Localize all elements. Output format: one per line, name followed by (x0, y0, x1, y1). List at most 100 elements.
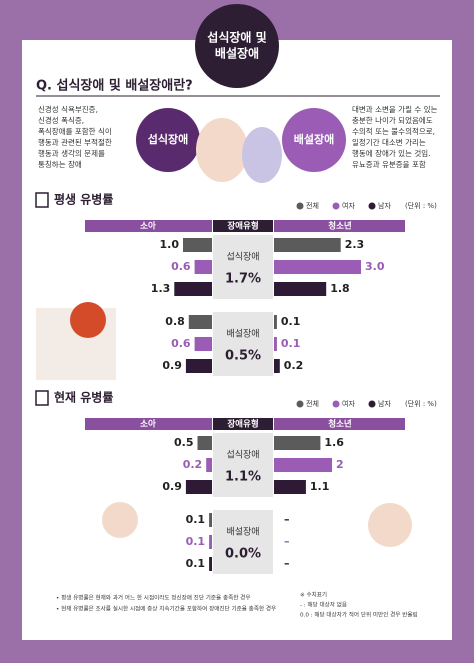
value-label: 2 (336, 458, 344, 471)
type-name: 섭식장애 (226, 450, 259, 461)
legend-swatch (368, 202, 376, 210)
bar (209, 557, 212, 571)
footnote: • 현재 유병률은 조사를 실시한 시점에 증상 지속기간을 포함하여 장애진단… (56, 605, 276, 613)
legend-unit: (단위 : %) (405, 399, 437, 408)
value-label: 0.1 (281, 315, 301, 328)
bar (274, 480, 306, 494)
section-icon (35, 390, 49, 406)
value-label: 0.6 (171, 337, 191, 350)
value-label: 2.3 (345, 238, 365, 251)
bar (183, 238, 212, 252)
badge (195, 4, 279, 88)
header-label: 청소년 (328, 221, 352, 232)
bar (209, 513, 212, 527)
footnote: • 평생 유병률은 현재와 과거 어느 한 시점이라도 정신장애 진단 기준을 … (56, 594, 250, 602)
eating-text: 행동과 관련된 부적절한 (38, 137, 112, 147)
value-label: 1.6 (324, 436, 344, 449)
section-title: 현재 유병률 (54, 390, 113, 405)
bar (185, 480, 212, 494)
value-label: – (284, 513, 290, 526)
header-teen (274, 220, 405, 232)
badge-line: 배설장애 (215, 46, 259, 61)
legend-label: 남자 (378, 201, 391, 210)
legend-swatch (332, 202, 340, 210)
bar (194, 260, 212, 274)
type-name: 섭식장애 (226, 252, 259, 263)
eating-text: 통칭하는 장애 (38, 159, 82, 169)
excretion-text: 수의적 또는 불수의적으로, (352, 126, 435, 136)
legend-note: - : 해당 대상자 없음 (300, 601, 347, 609)
value-label: 0.2 (183, 458, 203, 471)
legend-swatch (332, 400, 340, 408)
value-label: 0.2 (284, 359, 304, 372)
bar (274, 359, 280, 373)
value-label: 1.8 (330, 282, 350, 295)
type-total: 0.5% (225, 349, 261, 364)
header-child (85, 220, 212, 232)
eating-text: 행동과 생각의 문제를 (38, 148, 105, 158)
badge-line: 섭식장애 및 (207, 30, 266, 45)
value-label: – (284, 535, 290, 548)
header-teen (274, 418, 405, 430)
excretion-label: 배설장애 (294, 132, 334, 146)
bar (274, 315, 277, 329)
illustration (196, 118, 248, 182)
legend-label: 남자 (378, 399, 391, 408)
illustration (102, 502, 138, 538)
bar (209, 535, 212, 549)
eating-circle (136, 108, 200, 172)
type-total: 0.0% (225, 547, 261, 562)
legend-label: 여자 (342, 201, 355, 210)
section-icon (35, 192, 49, 208)
header-type (213, 220, 273, 232)
value-label: 0.1 (186, 557, 206, 570)
type-name: 배설장애 (226, 527, 259, 538)
bar (206, 458, 212, 472)
excretion-text: 유뇨증과 유분증을 포함 (352, 160, 426, 169)
type-box (213, 433, 273, 497)
legend-note: ※ 수치표기 (300, 591, 327, 599)
value-label: 0.9 (162, 359, 182, 372)
excretion-text: 대변과 소변을 가릴 수 있는 (352, 105, 438, 114)
type-box (213, 312, 273, 376)
legend-unit: (단위 : %) (405, 201, 437, 210)
eating-label: 섭식장애 (148, 132, 188, 146)
legend-note: 0.0 : 해당 대상자가 적어 단위 미만인 경우 반올림 (300, 611, 418, 619)
type-box (213, 235, 273, 299)
value-label: 0.1 (186, 513, 206, 526)
value-label: 0.9 (162, 480, 182, 493)
value-label: 0.6 (171, 260, 191, 273)
bar (274, 337, 277, 351)
legend-swatch (296, 202, 304, 210)
bar (274, 260, 361, 274)
value-label: 3.0 (365, 260, 385, 273)
type-total: 1.7% (225, 272, 261, 287)
eating-text: 신경성 식욕부진증, (38, 104, 98, 114)
type-name: 배설장애 (226, 329, 259, 340)
illustration (242, 127, 282, 183)
illustration (368, 503, 412, 547)
bar (274, 458, 332, 472)
question: Q. 섭식장애 및 배설장애란? (36, 78, 193, 94)
legend-label: 전체 (306, 201, 319, 210)
illustration (70, 302, 106, 338)
header-label: 소아 (140, 419, 156, 430)
bar (188, 315, 212, 329)
eating-text: 신경성 폭식증, (38, 115, 84, 125)
type-total: 1.1% (225, 470, 261, 485)
value-label: 1.0 (160, 238, 180, 251)
value-label: 0.8 (165, 315, 185, 328)
header-child (85, 418, 212, 430)
bar (174, 282, 212, 296)
excretion-circle (282, 108, 346, 172)
bar (185, 359, 212, 373)
eating-text: 폭식장애를 포함한 식이 (38, 126, 112, 136)
section-title: 평생 유병률 (54, 192, 113, 207)
bar (274, 436, 321, 450)
legend-label: 여자 (342, 399, 355, 408)
value-label: – (284, 557, 290, 570)
bar (194, 337, 212, 351)
excretion-text: 충분한 나이가 되었음에도 (352, 115, 433, 125)
